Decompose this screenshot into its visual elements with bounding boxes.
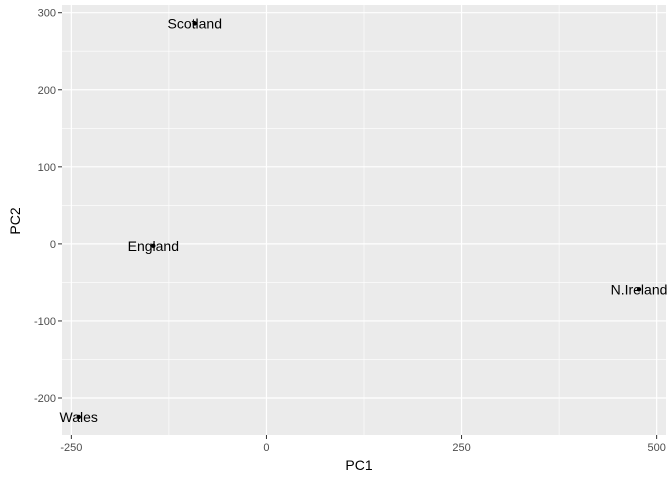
x-tick-label: 500 <box>647 442 665 454</box>
point-labels: England Wales Scotland N.Ireland <box>60 15 668 425</box>
minor-gridlines <box>62 5 666 435</box>
x-tick-label: 0 <box>263 442 269 454</box>
y-tick-label: -200 <box>34 393 56 405</box>
point-label-england: England <box>128 238 179 254</box>
x-tick-label: -250 <box>60 442 82 454</box>
x-tick-label: 250 <box>452 442 470 454</box>
y-axis-title: PC2 <box>7 207 23 234</box>
data-point-n-ireland <box>636 287 642 292</box>
x-axis-title: PC1 <box>345 457 372 473</box>
y-tick-label: 300 <box>38 8 56 20</box>
data-point-wales <box>76 414 81 420</box>
y-axis-ticks: -200 -100 0 100 200 300 <box>34 8 62 405</box>
major-gridlines <box>62 5 666 435</box>
point-label-n-ireland: N.Ireland <box>611 281 668 297</box>
point-label-scotland: Scotland <box>168 15 222 31</box>
y-tick-label: 0 <box>50 239 56 251</box>
data-point-scotland <box>192 21 197 26</box>
data-point-england <box>151 243 156 249</box>
y-tick-label: 100 <box>38 162 56 174</box>
point-label-wales: Wales <box>60 409 98 425</box>
y-tick-label: 200 <box>38 85 56 97</box>
data-points <box>76 21 642 420</box>
x-axis-ticks: -250 0 250 500 <box>60 435 666 454</box>
y-tick-label: -100 <box>34 316 56 328</box>
